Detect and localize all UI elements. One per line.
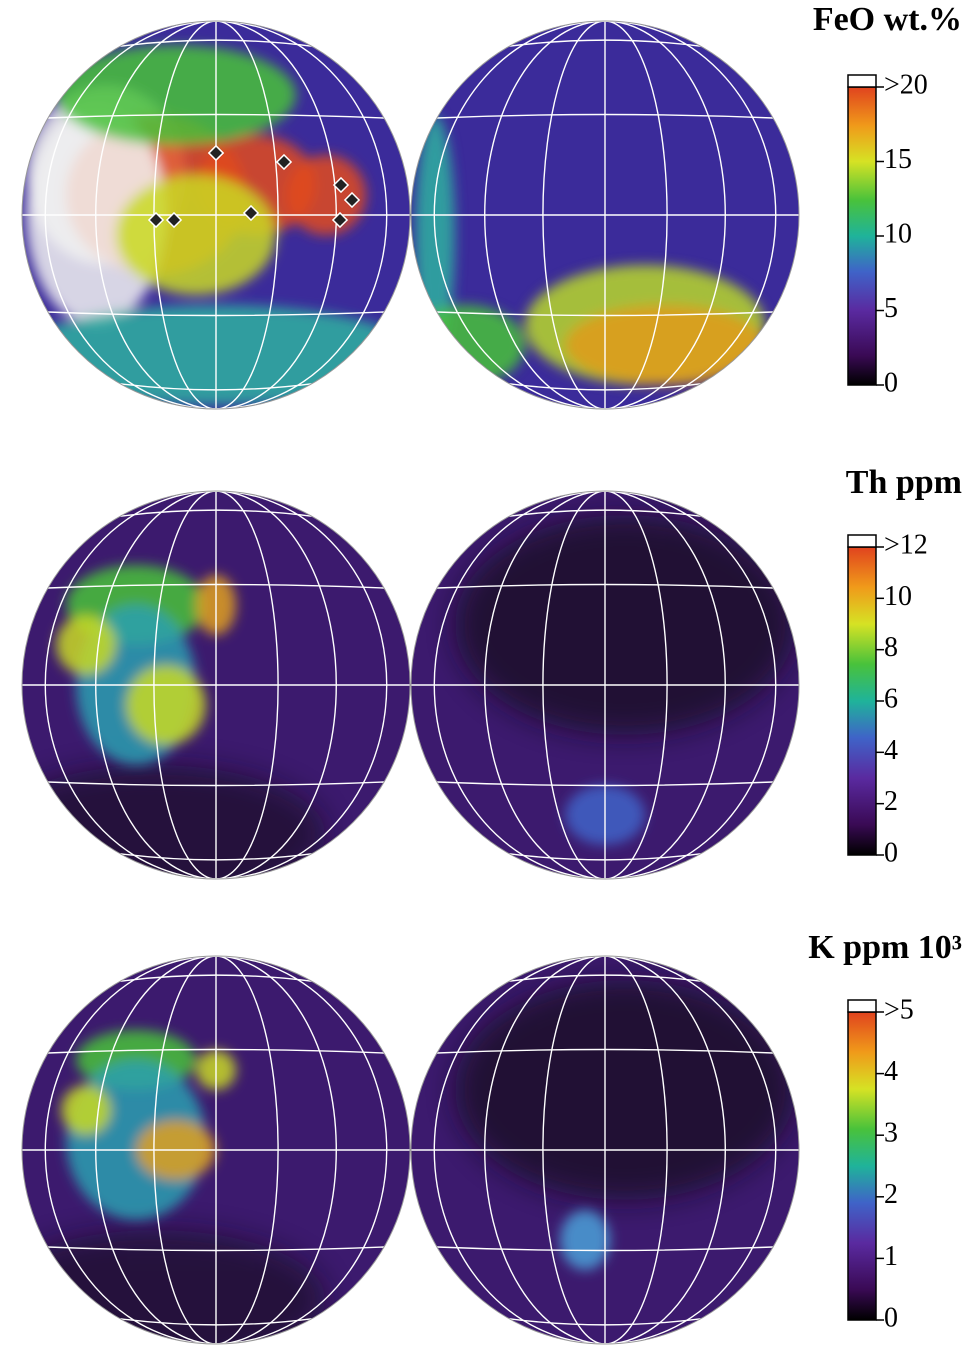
- tick-label: 15: [884, 144, 912, 175]
- colorbar-cap: [848, 535, 876, 547]
- globe: [16, 21, 416, 409]
- region: [56, 45, 296, 145]
- tick-label: >20: [884, 69, 928, 100]
- region: [56, 615, 116, 675]
- tick-label: 2: [884, 1179, 898, 1210]
- tick-label: 5: [884, 293, 898, 324]
- panel-title: FeO wt.%: [813, 1, 962, 38]
- colorbar: [848, 547, 876, 855]
- tick-label: 10: [884, 581, 912, 612]
- tick-label: 0: [884, 837, 898, 868]
- tick-label: 0: [884, 367, 898, 398]
- region: [126, 665, 206, 745]
- tick-label: >12: [884, 529, 928, 560]
- region: [405, 305, 525, 385]
- colorbar-cap: [848, 75, 876, 87]
- globe: [0, 491, 410, 905]
- colorbar-cap: [848, 1000, 876, 1012]
- tick-label: >5: [884, 994, 914, 1025]
- globe: [411, 491, 799, 879]
- page: FeO wt.%>20151050Th ppm>121086420K ppm 1…: [0, 0, 970, 1347]
- dark-region: [455, 515, 795, 735]
- tick-label: 3: [884, 1118, 898, 1149]
- globe: [0, 956, 410, 1347]
- region: [61, 1085, 111, 1135]
- tick-label: 6: [884, 683, 898, 714]
- tick-label: 4: [884, 1056, 898, 1087]
- figure: FeO wt.%>20151050Th ppm>121086420K ppm 1…: [0, 0, 970, 1347]
- blobs: [560, 1210, 610, 1270]
- tick-label: 4: [884, 735, 898, 766]
- dark-region: [455, 980, 795, 1200]
- tick-label: 2: [884, 786, 898, 817]
- region: [560, 1210, 610, 1270]
- globe: [405, 21, 799, 409]
- tick-label: 10: [884, 218, 912, 249]
- panel-title: K ppm 10³: [808, 929, 962, 966]
- colorbar: [848, 87, 876, 385]
- region: [116, 175, 276, 295]
- globes: [0, 21, 799, 1347]
- tick-label: 8: [884, 632, 898, 663]
- region: [565, 305, 765, 385]
- tick-label: 1: [884, 1241, 898, 1272]
- globe: [411, 956, 799, 1344]
- colorbar: [848, 1012, 876, 1320]
- tick-label: 0: [884, 1302, 898, 1333]
- panel-title: Th ppm: [846, 464, 962, 501]
